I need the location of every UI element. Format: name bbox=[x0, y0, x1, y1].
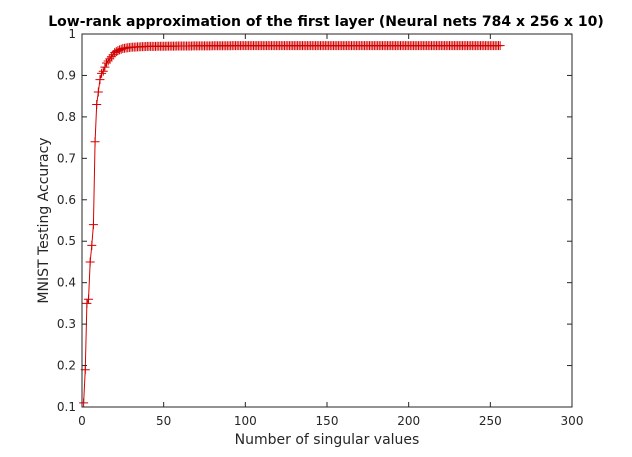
x-axis-label: Number of singular values bbox=[235, 432, 420, 448]
x-tick-label: 250 bbox=[479, 414, 502, 428]
data-point-marker bbox=[84, 294, 94, 304]
y-tick-label: 0.6 bbox=[57, 193, 76, 207]
x-tick-label: 100 bbox=[234, 414, 257, 428]
x-tick-label: 50 bbox=[156, 414, 171, 428]
ticks-layer: 0 50 100 150 200 250 300 0.1 0.2 0.3 0.4 0.5 0.6 0.7 0… bbox=[57, 27, 584, 428]
plot-frame bbox=[81, 33, 573, 408]
data-point-marker bbox=[93, 87, 103, 97]
y-tick-label: 0.8 bbox=[57, 110, 76, 124]
data-point-marker bbox=[95, 75, 105, 85]
data-point-marker bbox=[92, 99, 102, 109]
y-tick-label: 0.1 bbox=[57, 400, 76, 414]
data-point-marker bbox=[495, 41, 505, 51]
y-tick-label: 0.3 bbox=[57, 317, 76, 331]
y-tick-label: 0.5 bbox=[57, 234, 76, 248]
data-point-marker bbox=[97, 68, 107, 78]
y-tick-label: 0.7 bbox=[57, 151, 76, 165]
x-tick-label: 0 bbox=[78, 414, 86, 428]
data-point-marker bbox=[88, 220, 98, 230]
data-point-marker bbox=[100, 62, 110, 72]
x-tick-label: 300 bbox=[561, 414, 584, 428]
data-point-marker bbox=[85, 257, 95, 267]
data-point-marker bbox=[79, 398, 89, 408]
data-point-marker bbox=[82, 298, 92, 308]
x-tick-label: 200 bbox=[397, 414, 420, 428]
y-axis-label: MNIST Testing Accuracy bbox=[36, 137, 52, 303]
data-point-marker bbox=[90, 137, 100, 147]
data-point-marker bbox=[98, 66, 108, 76]
plot-area bbox=[82, 34, 572, 407]
data-layer bbox=[79, 41, 505, 408]
x-tick-label: 150 bbox=[316, 414, 339, 428]
y-tick-label: 1 bbox=[68, 27, 76, 41]
data-point-marker bbox=[87, 240, 97, 250]
y-tick-label: 0.9 bbox=[57, 68, 76, 82]
chart-title: Low-rank approximation of the first laye… bbox=[48, 14, 603, 30]
y-tick-label: 0.2 bbox=[57, 359, 76, 373]
y-tick-label: 0.4 bbox=[57, 276, 76, 290]
